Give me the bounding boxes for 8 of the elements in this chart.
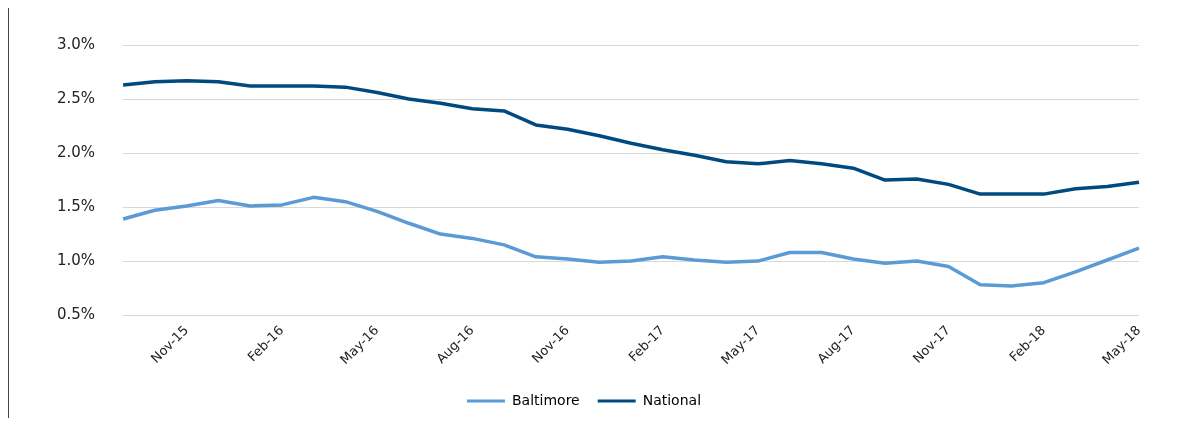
y-tick-label: 1.5% (57, 196, 96, 215)
y-tick-label: 1.0% (57, 250, 96, 269)
legend-label: National (642, 391, 702, 408)
y-tick-label: 0.5% (57, 305, 96, 323)
y-tick-label: 2.0% (57, 142, 96, 161)
legend-label: Baltimore (511, 391, 580, 408)
y-tick-label: 3.0% (57, 34, 96, 53)
y-tick-label: 2.5% (57, 88, 96, 107)
